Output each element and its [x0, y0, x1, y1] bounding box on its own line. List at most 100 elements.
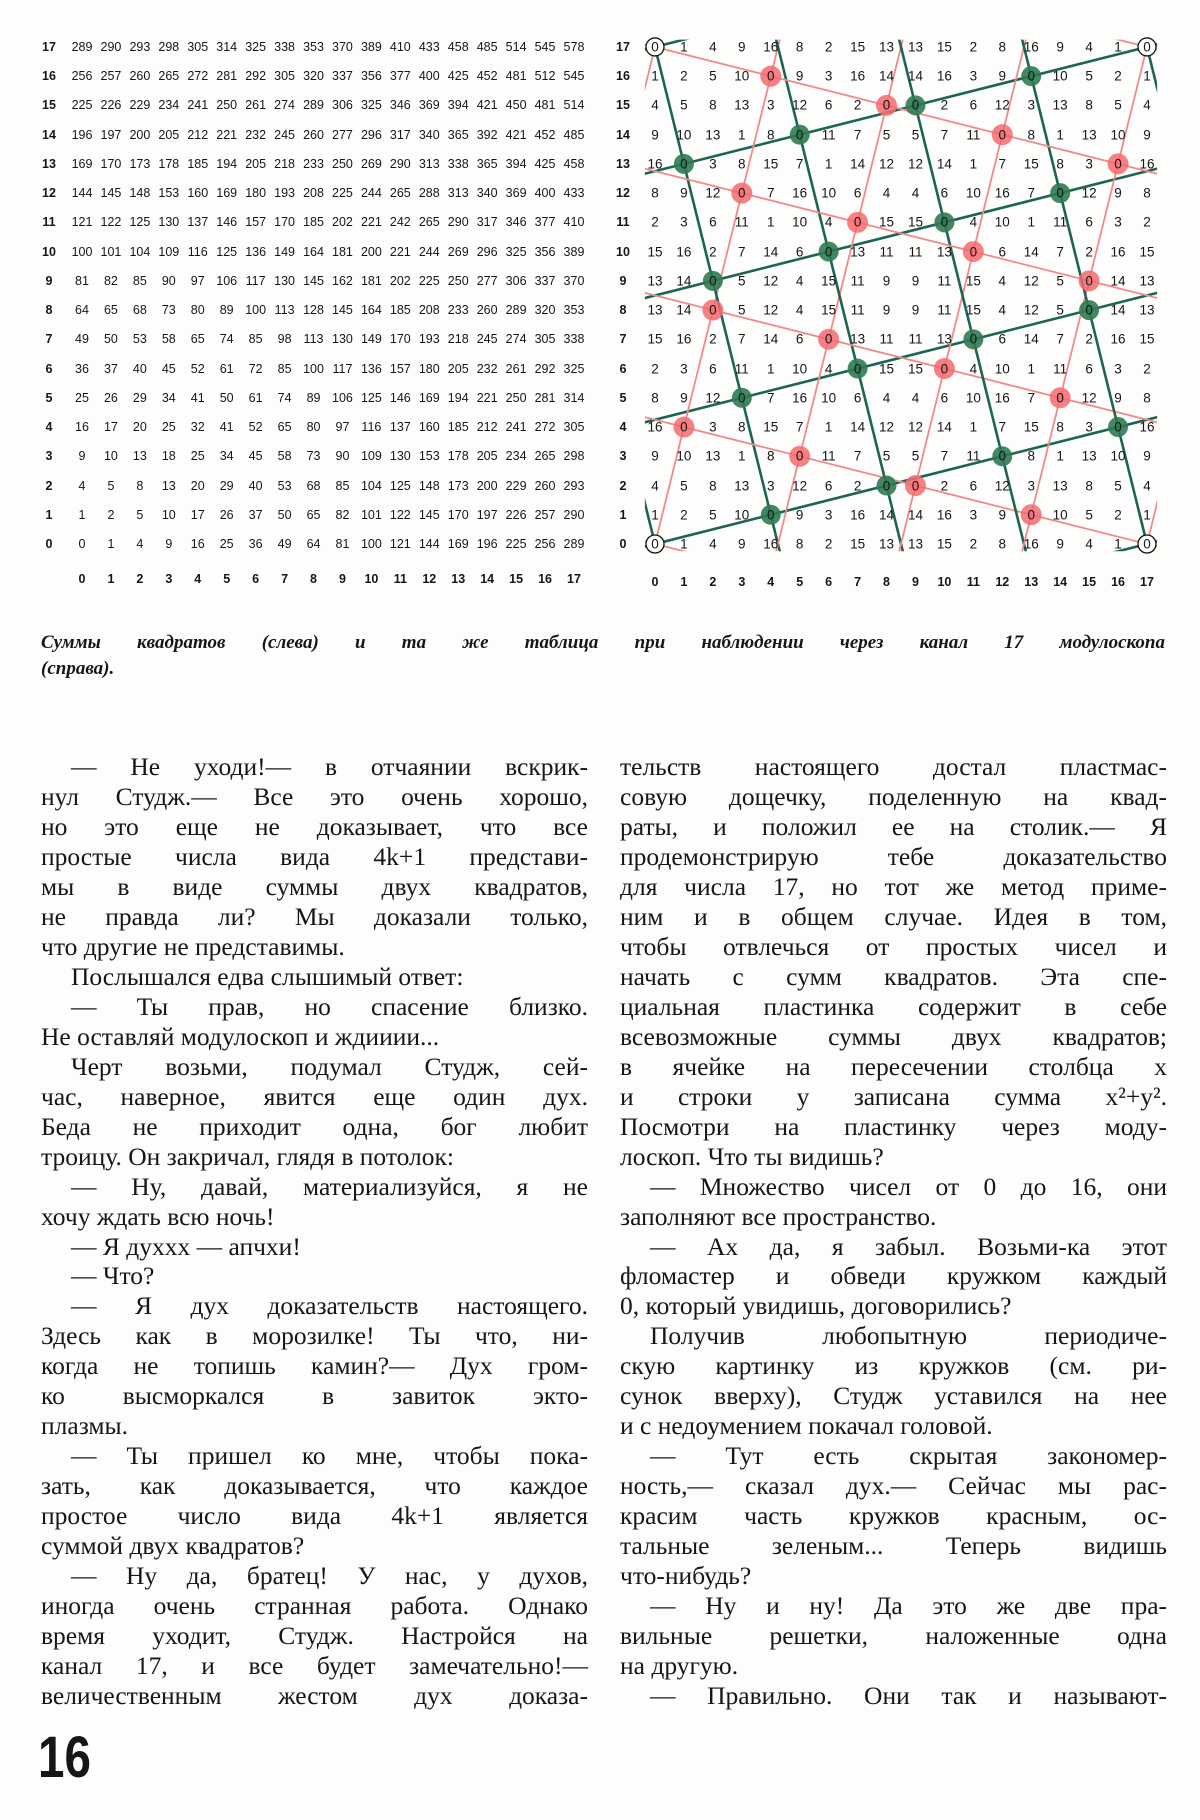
table-cell: 7 — [738, 331, 746, 347]
column-label: 12 — [995, 575, 1010, 589]
table-cell: 1 — [1114, 39, 1122, 55]
table-cell: 8 — [795, 39, 804, 55]
table-cell: 452 — [476, 69, 498, 84]
table-cell: 9 — [651, 127, 659, 143]
table-cell: 292 — [245, 69, 267, 84]
table-cell: 3 — [1085, 419, 1093, 435]
table-cell: 3 — [680, 214, 688, 230]
table-cell: 433 — [563, 186, 585, 201]
table-cell: 6 — [969, 97, 978, 113]
table-cell: 5 — [1056, 273, 1064, 289]
table-cell: 208 — [303, 186, 324, 201]
table-cell: 410 — [389, 39, 411, 54]
table-cell: 16 — [1139, 419, 1155, 435]
green-zero-circle — [876, 475, 897, 496]
table-cell: 200 — [476, 478, 498, 493]
column-label: 14 — [480, 572, 495, 586]
column-label: 15 — [509, 572, 524, 586]
table-cell: 125 — [389, 478, 411, 493]
table-cell: 15 — [936, 39, 952, 55]
text-line: — Я дух доказательств настоящего. — [71, 1291, 588, 1321]
table-cell: 7 — [1027, 185, 1035, 201]
table-cell: 365 — [447, 127, 469, 142]
table-cell: 196 — [71, 127, 93, 142]
table-cell: 173 — [447, 478, 469, 493]
table-cell: 274 — [274, 98, 296, 113]
table-cell: 3 — [1114, 214, 1122, 230]
table-cell: 578 — [563, 39, 585, 54]
table-cell: 3 — [1027, 478, 1035, 494]
table-cell: 9 — [882, 302, 891, 318]
table-cell: 1 — [1027, 361, 1035, 377]
table-cell: 305 — [187, 39, 209, 54]
table-cell: 5 — [1085, 507, 1093, 523]
table-cell: 281 — [216, 69, 238, 84]
table-cell: 7 — [998, 156, 1007, 172]
table-cell: 9 — [738, 536, 746, 552]
column-label: 15 — [1082, 575, 1097, 589]
text-line: — Тут есть скрытая закономер- — [650, 1441, 1167, 1471]
table-cell: 257 — [534, 507, 556, 522]
table-cell: 68 — [306, 478, 321, 493]
table-cell: 50 — [103, 332, 118, 347]
text-line: час, наверное, явится еще один дух. — [41, 1081, 588, 1111]
table-cell: 61 — [219, 361, 234, 376]
table-cell: 6 — [709, 361, 717, 377]
table-cell: 226 — [100, 98, 122, 113]
table-cell: 14 — [763, 244, 779, 260]
table-cell: 269 — [447, 244, 469, 259]
table-cell: 250 — [216, 98, 238, 113]
table-cell: 5 — [738, 273, 746, 289]
table-cell: 3 — [824, 507, 833, 523]
table-cell: 481 — [505, 69, 527, 84]
table-cell: 234 — [505, 449, 527, 464]
red-lattice-line — [1021, 39, 1150, 552]
table-cell: 346 — [505, 215, 527, 230]
table-cell: 16 — [1110, 331, 1126, 347]
table-cell: 305 — [534, 332, 556, 347]
text-line: ность,— сказал дух.— Сейчас мы рас- — [620, 1471, 1167, 1501]
table-cell: 137 — [187, 215, 209, 230]
table-cell: 13 — [850, 331, 866, 347]
table-cell: 15 — [1139, 244, 1155, 260]
table-cell: 5 — [1056, 302, 1064, 318]
corner-zero-circle — [1137, 534, 1157, 554]
red-zero-circle — [1020, 504, 1042, 526]
table-cell: 1 — [1027, 214, 1035, 230]
table-cell: 185 — [187, 156, 209, 171]
table-cell: 20 — [190, 478, 205, 493]
table-cell: 11 — [879, 244, 894, 260]
table-cell: 5 — [680, 97, 688, 113]
table-cell: 61 — [248, 390, 263, 405]
row-label: 6 — [619, 361, 627, 376]
table-cell: 1 — [969, 156, 978, 172]
green-zero-circle — [673, 153, 694, 174]
table-cell: 5 — [709, 507, 717, 523]
table-cell: 11 — [821, 448, 836, 464]
table-cell: 181 — [332, 244, 353, 259]
table-cell: 16 — [792, 390, 808, 406]
table-cell: 25 — [75, 390, 89, 405]
text-column-left: — Не уходи!— в отчаянии вскрик-нул Студж… — [41, 752, 588, 1711]
table-cell: 13 — [936, 244, 952, 260]
table-cell: 12 — [879, 156, 895, 172]
table-cell: 5 — [1114, 97, 1122, 113]
table-cell: 485 — [563, 127, 585, 142]
table-cell: 1 — [651, 507, 659, 523]
table-cell: 289 — [563, 537, 585, 551]
table-cell: 5 — [1114, 478, 1122, 494]
row-label: 5 — [619, 390, 627, 405]
table-cell: 425 — [447, 69, 469, 84]
table-cell: 232 — [476, 361, 498, 376]
table-cell: 261 — [245, 98, 267, 113]
table-cell: 7 — [766, 390, 775, 406]
corner-zero-circle — [645, 37, 665, 57]
table-cell: 14 — [1110, 302, 1126, 318]
table-cell: 7 — [940, 448, 949, 464]
table-cell: 0 — [1114, 156, 1122, 172]
table-cell: 72 — [248, 361, 263, 376]
figure-caption: Суммы квадратов (слева) и та же таблица … — [41, 630, 1165, 682]
table-cell: 272 — [534, 420, 556, 435]
red-zero-circle — [818, 328, 840, 350]
table-cell: 1 — [651, 68, 659, 84]
